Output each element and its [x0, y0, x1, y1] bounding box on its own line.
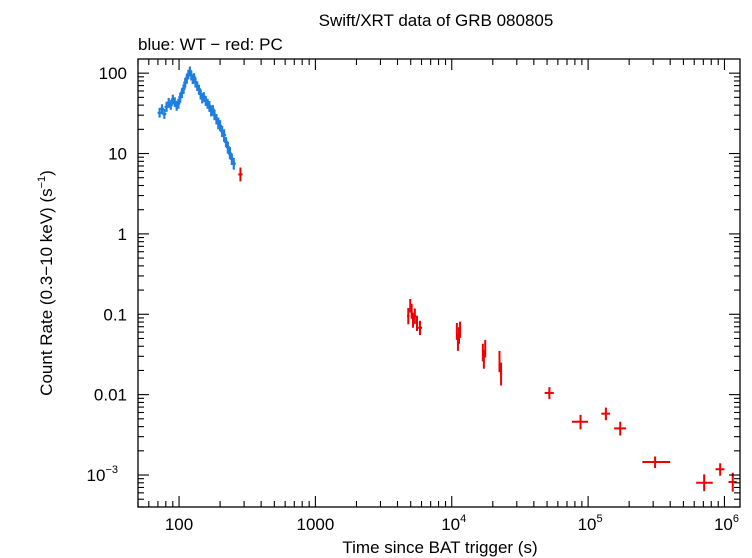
pc-points [238, 167, 737, 492]
pc-data-point [500, 362, 503, 386]
pc-data-point [455, 322, 458, 340]
x-tick-label: 104 [441, 513, 466, 534]
pc-data-point [614, 421, 627, 436]
wt-data-point [168, 100, 173, 110]
wt-data-point [162, 108, 167, 119]
pc-data-point [571, 414, 589, 430]
y-tick-label: 0.01 [94, 386, 127, 405]
pc-data-point [696, 474, 713, 492]
pc-data-point [412, 312, 415, 328]
wt-data-point [181, 84, 186, 95]
wt-points [157, 66, 236, 170]
pc-data-point [601, 407, 611, 421]
pc-data-point [498, 350, 501, 373]
pc-data-point [238, 167, 243, 182]
chart-title: Swift/XRT data of GRB 080805 [319, 11, 554, 30]
wt-data-point [231, 157, 236, 170]
y-tick-label: 1 [118, 225, 127, 244]
pc-data-point [544, 387, 554, 400]
x-tick-label: 106 [714, 513, 739, 534]
pc-data-point [715, 463, 725, 476]
x-tick-label: 100 [165, 515, 193, 534]
pc-data-point [459, 321, 462, 338]
x-axis-label: Time since BAT trigger (s) [342, 538, 537, 557]
pc-data-point [410, 303, 413, 319]
plot-frame [137, 58, 741, 508]
pc-data-point [413, 308, 416, 324]
y-axis-label-main: Count Rate (0.3−10 keV) (s [37, 188, 56, 395]
y-tick-label: 0.1 [103, 305, 127, 324]
x-tick-label: 105 [578, 513, 603, 534]
pc-data-point [728, 472, 737, 492]
chart-subtitle: blue: WT − red: PC [138, 35, 283, 54]
pc-data-point [415, 315, 419, 331]
pc-data-point [642, 456, 671, 469]
y-axis-label: Count Rate (0.3−10 keV) (s−1) [36, 170, 56, 396]
y-tick-label: 10−3 [87, 464, 118, 485]
axis-ticks [137, 59, 740, 508]
x-tick-label: 1000 [296, 515, 334, 534]
wt-data-point [222, 129, 227, 142]
y-axis-label-end: ) [37, 170, 56, 176]
pc-data-point [418, 320, 422, 336]
pc-data-point [482, 349, 485, 369]
pc-data-point [484, 339, 487, 358]
y-tick-label: 100 [99, 64, 127, 83]
wt-data-point [176, 98, 181, 109]
tick-labels: 100 1000 104 105 106 100 10 1 0.1 0.01 10−3 [87, 64, 739, 534]
y-axis-label-sup: −1 [36, 176, 48, 189]
pc-data-point [407, 307, 410, 325]
y-tick-label: 10 [108, 145, 127, 164]
